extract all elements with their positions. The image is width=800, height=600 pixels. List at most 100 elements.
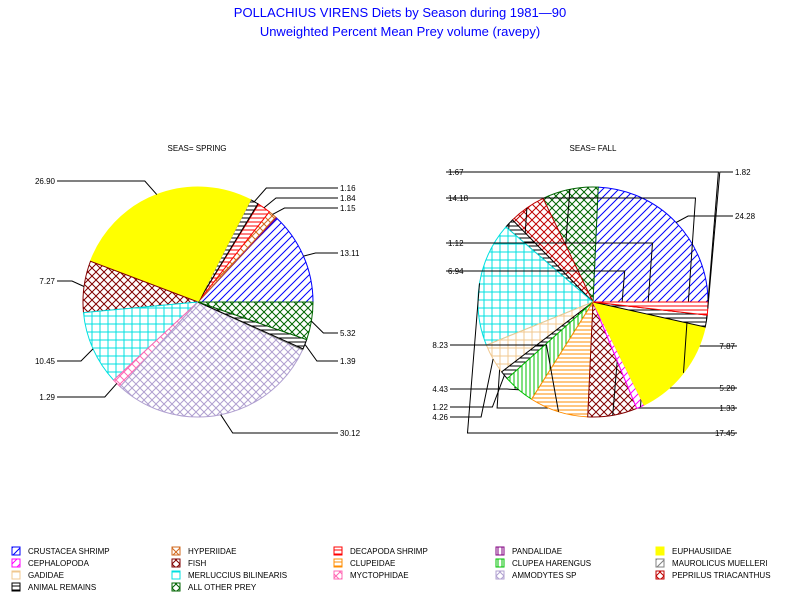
fall-leader-animal-remains — [446, 171, 719, 322]
legend-swatch-peprilus-triacanthus — [655, 570, 665, 580]
legend-label-clupeidae: CLUPEIDAE — [350, 559, 395, 568]
legend-label-merluccius-bilinearis: MERLUCCIUS BILINEARIS — [188, 571, 287, 580]
legend-swatch-pandalidae — [495, 546, 505, 556]
legend-item-animal-remains: ANIMAL REMAINS — [11, 582, 96, 592]
spring-leader-euphausiidae — [57, 180, 158, 195]
spring-label-hyperiidae: 1.15 — [340, 204, 356, 213]
legend-label-fish: FISH — [188, 559, 206, 568]
spring-leader-crustacea-shrimp — [303, 252, 338, 257]
spring-leader-ammodytes-sp — [220, 414, 338, 434]
fall-label-cephalopoda: 1.12 — [448, 239, 464, 248]
spring-slice-euphausiidae — [89, 186, 252, 303]
fall-label-animal-remains: 1.33 — [719, 404, 735, 413]
legend: CRUSTACEA SHRIMP HYPERIIDAE DECAPODA SHRIM… — [11, 546, 771, 592]
fall-label-decapoda-shrimp: 1.82 — [735, 168, 751, 177]
spring-slice-merluccius-bilinearis — [82, 301, 200, 381]
fall-leader-clupeidae — [450, 344, 559, 412]
legend-label-maurolicus-muelleri: MAUROLICUS MUELLERI — [672, 559, 768, 568]
legend-item-merluccius-bilinearis: MERLUCCIUS BILINEARIS — [171, 570, 287, 580]
legend-swatch-merluccius-bilinearis — [171, 570, 181, 580]
chart-title: POLLACHIUS VIRENS Diets by Season during… — [234, 5, 566, 20]
fall-slice-crustacea-shrimp — [592, 186, 709, 303]
legend-label-cephalopoda: CEPHALOPODA — [28, 559, 90, 568]
legend-swatch-crustacea-shrimp — [11, 546, 21, 556]
legend-label-myctophidae: MYCTOPHIDAE — [350, 571, 409, 580]
legend-item-decapoda-shrimp: DECAPODA SHRIMP — [333, 546, 428, 556]
spring-label-decapoda-shrimp: 1.84 — [340, 194, 356, 203]
spring-label-euphausiidae: 26.90 — [35, 177, 56, 186]
legend-swatch-fish — [171, 558, 181, 568]
legend-label-clupea-harengus: CLUPEA HARENGUS — [512, 559, 591, 568]
spring-leader-hyperiidae — [272, 207, 338, 215]
fall-label-animal-remains: 1.67 — [448, 168, 464, 177]
spring-label-crustacea-shrimp: 13.11 — [340, 249, 360, 258]
legend-item-maurolicus-muelleri: MAUROLICUS MUELLERI — [655, 558, 768, 568]
legend-item-gadidae: GADIDAE — [11, 570, 64, 580]
fall-label-fish: 6.94 — [448, 267, 464, 276]
spring-label-merluccius-bilinearis: 10.45 — [35, 357, 56, 366]
spring-slice-all-other-prey — [197, 301, 314, 341]
spring-panel-title: SEAS= SPRING — [168, 144, 227, 153]
chart-subtitle: Unweighted Percent Mean Prey volume (rav… — [260, 24, 540, 39]
legend-swatch-decapoda-shrimp — [333, 546, 343, 556]
legend-item-pandalidae: PANDALIDAE — [495, 546, 562, 556]
legend-swatch-cephalopoda — [11, 558, 21, 568]
legend-item-clupea-harengus: CLUPEA HARENGUS — [495, 558, 591, 568]
spring-label-all-other-prey: 5.32 — [340, 329, 356, 338]
spring-leader-animal-remains — [304, 344, 338, 362]
fall-leader-animal-remains — [450, 375, 505, 408]
spring-label-animal-remains: 1.16 — [340, 184, 356, 193]
spring-leader-myctophidae — [57, 383, 118, 398]
legend-swatch-clupeidae — [333, 558, 343, 568]
fall-leader-gadidae — [450, 358, 494, 418]
fall-label-animal-remains: 1.22 — [432, 403, 448, 412]
legend-item-myctophidae: MYCTOPHIDAE — [333, 570, 409, 580]
spring-label-fish: 7.27 — [39, 277, 55, 286]
spring-label-animal-remains: 1.39 — [340, 357, 356, 366]
fall-label-clupeidae: 8.23 — [432, 341, 448, 350]
legend-label-pandalidae: PANDALIDAE — [512, 547, 562, 556]
legend-item-cephalopoda: CEPHALOPODA — [11, 558, 90, 568]
spring-slice-ammodytes-sp — [119, 301, 304, 418]
fall-leader-clupea-harengus — [450, 388, 519, 391]
legend-item-hyperiidae: HYPERIIDAE — [171, 546, 236, 556]
legend-label-gadidae: GADIDAE — [28, 571, 64, 580]
legend-label-crustacea-shrimp: CRUSTACEA SHRIMP — [28, 547, 110, 556]
legend-label-ammodytes-sp: AMMODYTES SP — [512, 571, 576, 580]
fall-label-all-other-prey: 7.87 — [719, 342, 735, 351]
legend-item-crustacea-shrimp: CRUSTACEA SHRIMP — [11, 546, 110, 556]
legend-swatch-hyperiidae — [171, 546, 181, 556]
spring-label-myctophidae: 1.29 — [39, 393, 55, 402]
fall-label-euphausiidae: 14.18 — [448, 194, 469, 203]
fall-leader-merluccius-bilinearis — [466, 283, 737, 434]
fall-label-gadidae: 4.26 — [432, 413, 448, 422]
legend-swatch-maurolicus-muelleri — [655, 558, 665, 568]
legend-swatch-myctophidae — [333, 570, 343, 580]
legend-label-all-other-prey: ALL OTHER PREY — [188, 583, 257, 592]
spring-label-ammodytes-sp: 30.12 — [340, 429, 361, 438]
fall-label-clupea-harengus: 4.43 — [432, 385, 448, 394]
legend-label-animal-remains: ANIMAL REMAINS — [28, 583, 96, 592]
fall-slice-euphausiidae — [592, 301, 706, 406]
legend-swatch-clupea-harengus — [495, 558, 505, 568]
legend-label-peprilus-triacanthus: PEPRILUS TRIACANTHUS — [672, 571, 771, 580]
spring-pie: 13.11 1.151.841.16 26.90 7.27 10.45 1.29 30.12… — [35, 177, 361, 438]
legend-swatch-ammodytes-sp — [495, 570, 505, 580]
legend-swatch-animal-remains — [11, 582, 21, 592]
legend-swatch-all-other-prey — [171, 582, 181, 592]
fall-leader-decapoda-shrimp — [707, 171, 733, 309]
spring-leader-animal-remains — [253, 187, 338, 203]
spring-leader-decapoda-shrimp — [263, 197, 338, 209]
legend-label-hyperiidae: HYPERIIDAE — [188, 547, 236, 556]
fall-panel-title: SEAS= FALL — [570, 144, 617, 153]
fall-label-merluccius-bilinearis: 17.45 — [715, 429, 736, 438]
legend-label-decapoda-shrimp: DECAPODA SHRIMP — [350, 547, 428, 556]
legend-swatch-gadidae — [11, 570, 21, 580]
fall-leader-crustacea-shrimp — [675, 215, 733, 223]
spring-slice-crustacea-shrimp — [196, 217, 314, 303]
legend-item-all-other-prey: ALL OTHER PREY — [171, 582, 257, 592]
legend-swatch-euphausiidae — [655, 546, 665, 556]
legend-item-ammodytes-sp: AMMODYTES SP — [495, 570, 576, 580]
spring-leader-merluccius-bilinearis — [57, 348, 94, 362]
